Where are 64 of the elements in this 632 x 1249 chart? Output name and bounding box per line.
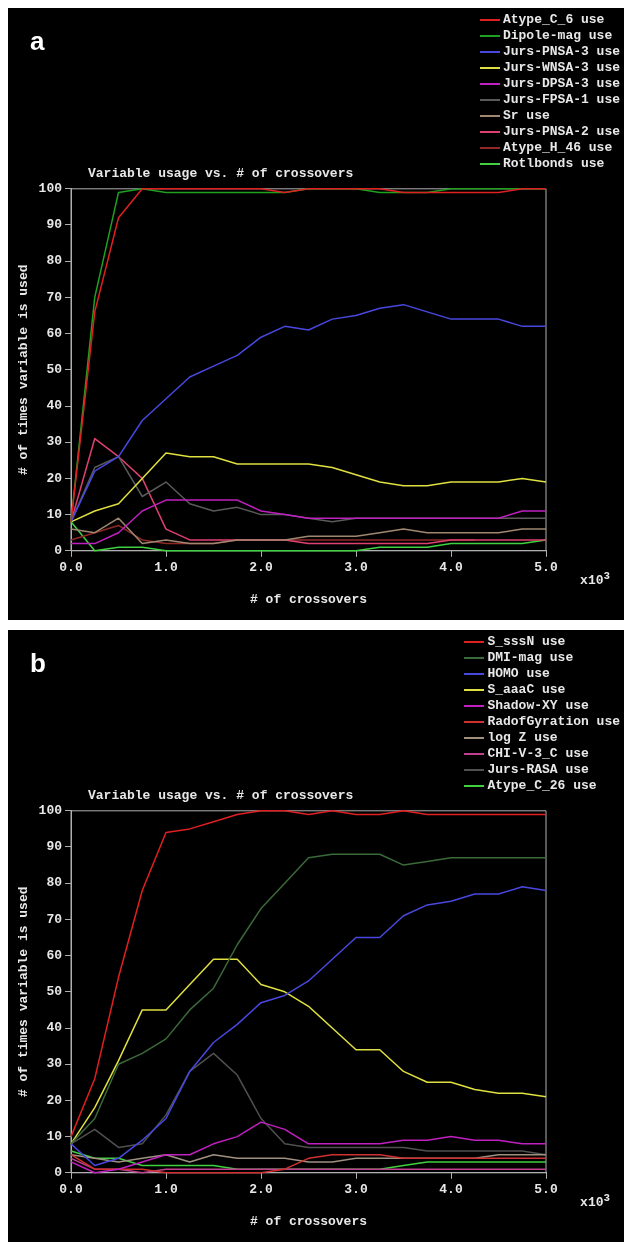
y-tick-label: 0 bbox=[54, 1165, 63, 1181]
y-tick-label: 100 bbox=[38, 803, 63, 819]
x-tick-label: 4.0 bbox=[439, 1181, 463, 1197]
x-tick-label: 3.0 bbox=[344, 559, 368, 575]
x-tick-label: 1.0 bbox=[154, 559, 178, 575]
x-tick-label: 2.0 bbox=[249, 1181, 273, 1197]
legend-label: CHI-V-3_C use bbox=[487, 746, 589, 762]
y-tick-label: 90 bbox=[46, 839, 63, 855]
text: x10$^{3}$ bbox=[580, 1192, 610, 1211]
legend-label: HOMO use bbox=[487, 666, 550, 682]
x-tick-label: 2.0 bbox=[249, 559, 273, 575]
y-axis-title: # of times variable is used bbox=[16, 886, 32, 1098]
y-tick-label: 100 bbox=[38, 181, 63, 197]
legend-label: Dipole-mag use bbox=[502, 28, 613, 44]
legend-label: log Z use bbox=[487, 730, 558, 746]
legend-label: Jurs-FPSA-1 use bbox=[502, 92, 620, 108]
legend-label: Sr use bbox=[502, 108, 550, 124]
y-tick-label: 20 bbox=[46, 470, 63, 486]
legend-label: Jurs-PNSA-3 use bbox=[502, 44, 620, 60]
legend-label: Atype_H_46 use bbox=[502, 140, 613, 156]
y-tick-label: 30 bbox=[46, 1056, 63, 1072]
y-tick-label: 70 bbox=[46, 911, 63, 927]
y-tick-label: 10 bbox=[46, 506, 63, 522]
y-tick-label: 60 bbox=[46, 325, 63, 341]
legend-label: Rotlbonds use bbox=[502, 156, 605, 172]
legend-label: S_sssN use bbox=[487, 634, 566, 650]
y-tick-label: 50 bbox=[46, 984, 63, 1000]
y-tick-label: 30 bbox=[46, 434, 63, 450]
y-tick-label: 40 bbox=[46, 1020, 63, 1036]
legend-label: Jurs-RASA use bbox=[487, 762, 589, 778]
legend-label: Jurs-DPSA-3 use bbox=[502, 76, 620, 92]
x-axis-title: # of crossovers bbox=[249, 1214, 368, 1230]
x-tick-label: 0.0 bbox=[59, 559, 83, 575]
y-tick-label: 80 bbox=[46, 875, 63, 891]
y-tick-label: 10 bbox=[46, 1128, 63, 1144]
legend-label: Atype_C_26 use bbox=[487, 778, 597, 794]
y-tick-label: 90 bbox=[46, 217, 63, 233]
x-tick-label: 4.0 bbox=[439, 559, 463, 575]
chart-title: Variable usage vs. # of crossovers bbox=[88, 166, 354, 181]
y-tick-label: 80 bbox=[46, 253, 63, 269]
text: a bbox=[30, 26, 45, 57]
legend-label: S_aaaC use bbox=[487, 682, 566, 698]
y-tick-label: 20 bbox=[46, 1092, 63, 1108]
x-tick-label: 0.0 bbox=[59, 1181, 83, 1197]
chart-title: Variable usage vs. # of crossovers bbox=[88, 788, 354, 803]
x-tick-label: 3.0 bbox=[344, 1181, 368, 1197]
y-tick-label: 60 bbox=[46, 947, 63, 963]
legend-label: Jurs-WNSA-3 use bbox=[502, 60, 620, 76]
text: x10$^{3}$ bbox=[580, 570, 610, 589]
y-tick-label: 0 bbox=[54, 543, 63, 559]
legend-label: Atype_C_6 use bbox=[502, 12, 605, 28]
legend-label: Shadow-XY use bbox=[487, 698, 589, 714]
x-tick-label: 5.0 bbox=[534, 1181, 558, 1197]
y-tick-label: 70 bbox=[46, 289, 63, 305]
x-tick-label: 1.0 bbox=[154, 1181, 178, 1197]
y-tick-label: 40 bbox=[46, 398, 63, 414]
legend-label: Jurs-PNSA-2 use bbox=[502, 124, 620, 140]
legend-label: RadofGyration use bbox=[487, 714, 620, 730]
x-axis-title: # of crossovers bbox=[249, 592, 368, 608]
text: b bbox=[30, 648, 46, 679]
y-tick-label: 50 bbox=[46, 362, 63, 378]
y-axis-title: # of times variable is used bbox=[16, 264, 32, 476]
legend-label: DMI-mag use bbox=[487, 650, 574, 666]
x-tick-label: 5.0 bbox=[534, 559, 558, 575]
